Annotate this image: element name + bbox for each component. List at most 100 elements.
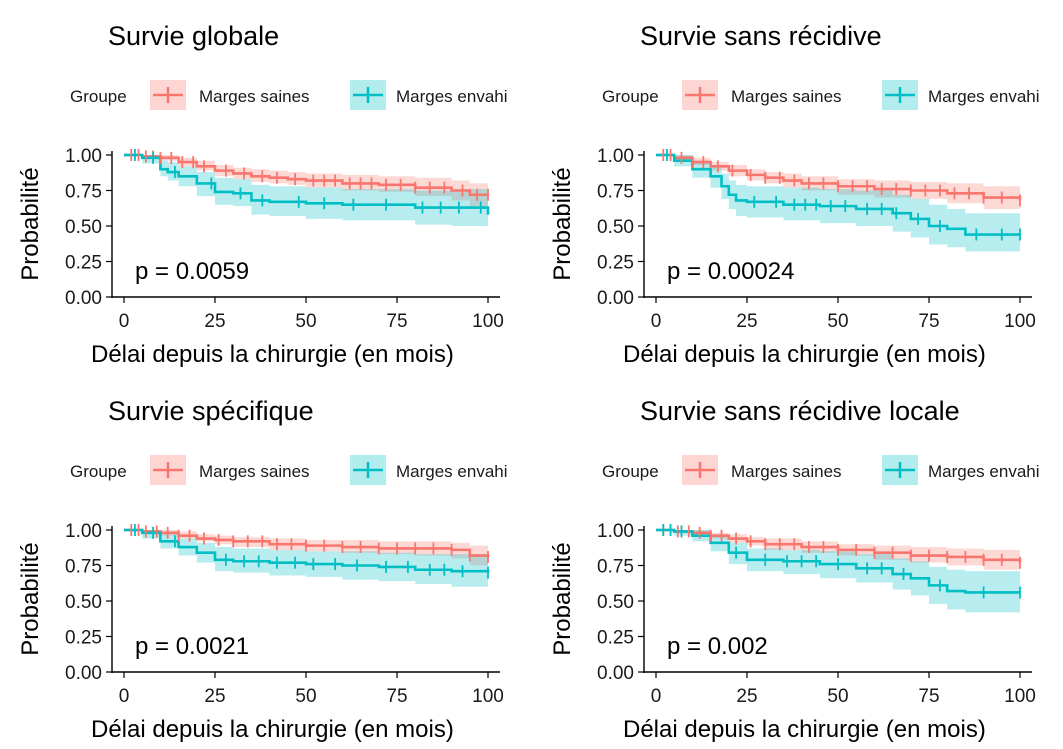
km-chart-survie-sans-recidive-locale: Survie sans récidive locale Groupe Marges … xyxy=(549,396,1040,743)
km-chart-survie-sans-recidive: Survie sans récidive Groupe Marges saines M… xyxy=(549,21,1040,368)
legend: Groupe Marges saines Marges envahi xyxy=(70,455,508,485)
x-tick-label: 75 xyxy=(918,686,939,707)
x-tick-label: 0 xyxy=(651,686,662,707)
chart-title: Survie globale xyxy=(108,21,279,51)
y-tick-label: 0.00 xyxy=(65,288,102,309)
legend-key-1 xyxy=(882,455,918,485)
y-tick-label: 0.75 xyxy=(597,557,634,578)
survival-curve-1 xyxy=(656,153,1020,236)
y-axis-label: Probabilité xyxy=(17,167,44,280)
censor-marks-0 xyxy=(130,149,489,201)
legend-title: Groupe xyxy=(70,87,127,106)
chart-title: Survie sans récidive xyxy=(640,21,882,51)
y-tick-label: 1.00 xyxy=(65,521,102,542)
x-tick-label: 100 xyxy=(472,311,504,332)
censor-marks-1 xyxy=(666,149,1021,241)
y-tick-label: 0.75 xyxy=(65,557,102,578)
survival-curve-1 xyxy=(124,528,490,573)
y-tick-label: 0.00 xyxy=(597,663,634,684)
confidence-band-1 xyxy=(124,155,488,235)
p-value-annotation: p = 0.002 xyxy=(667,633,768,660)
x-axis-label: Délai depuis la chirurgie (en mois) xyxy=(623,716,986,743)
survival-curve-1 xyxy=(656,528,1020,594)
censor-marks-1 xyxy=(134,149,482,214)
y-tick-label: 0.50 xyxy=(65,217,102,238)
confidence-band-1 xyxy=(124,530,488,590)
y-tick-label: 0.25 xyxy=(65,253,102,274)
x-tick-label: 50 xyxy=(295,311,316,332)
y-tick-label: 0.00 xyxy=(65,663,102,684)
legend-title: Groupe xyxy=(602,462,659,481)
legend-entry-1: Marges envahi xyxy=(396,87,508,106)
y-tick-label: 0.75 xyxy=(597,182,634,203)
x-tick-label: 25 xyxy=(204,686,225,707)
survival-curve-1 xyxy=(124,153,490,215)
x-tick-label: 50 xyxy=(827,686,848,707)
legend-entry-1: Marges envahi xyxy=(928,462,1040,481)
y-tick-label: 0.25 xyxy=(65,628,102,649)
x-tick-label: 0 xyxy=(651,311,662,332)
legend-key-0 xyxy=(150,455,186,485)
panel-survie-sans-recidive: Survie sans récidive Groupe Marges saines M… xyxy=(532,0,1063,374)
panel-survie-sans-recidive-locale: Survie sans récidive locale Groupe Marges … xyxy=(532,375,1063,749)
y-tick-label: 0.50 xyxy=(597,592,634,613)
x-axis-label: Délai depuis la chirurgie (en mois) xyxy=(623,341,986,368)
y-tick-label: 0.00 xyxy=(597,288,634,309)
x-tick-label: 50 xyxy=(827,311,848,332)
legend-entry-0: Marges saines xyxy=(731,462,842,481)
x-tick-label: 100 xyxy=(472,686,504,707)
legend: Groupe Marges saines Marges envahi xyxy=(602,80,1040,110)
y-tick-label: 0.25 xyxy=(597,253,634,274)
legend-key-1 xyxy=(350,80,386,110)
legend-entry-0: Marges saines xyxy=(199,87,310,106)
km-chart-survie-globale: Survie globale Groupe Marges saines Marges … xyxy=(17,21,508,368)
legend-key-0 xyxy=(150,80,186,110)
chart-title: Survie sans récidive locale xyxy=(640,396,960,426)
x-tick-label: 100 xyxy=(1004,311,1036,332)
censor-marks-0 xyxy=(662,149,1021,207)
x-axis-label: Délai depuis la chirurgie (en mois) xyxy=(91,716,454,743)
y-tick-label: 1.00 xyxy=(65,146,102,167)
legend-entry-1: Marges envahi xyxy=(928,87,1040,106)
legend: Groupe Marges saines Marges envahi xyxy=(70,80,508,110)
legend-key-1 xyxy=(882,80,918,110)
censor-marks-0 xyxy=(130,524,489,563)
x-tick-label: 25 xyxy=(736,686,757,707)
x-tick-label: 75 xyxy=(386,686,407,707)
km-chart-survie-specifique: Survie spécifique Groupe Marges saines Marg… xyxy=(17,396,508,743)
y-tick-label: 0.50 xyxy=(597,217,634,238)
y-tick-label: 0.75 xyxy=(65,182,102,203)
p-value-annotation: p = 0.0059 xyxy=(135,258,249,285)
legend-key-0 xyxy=(682,80,718,110)
censor-marks-1 xyxy=(662,524,1021,599)
y-axis-label: Probabilité xyxy=(17,542,44,655)
panel-survie-specifique: Survie spécifique Groupe Marges saines Marg… xyxy=(0,375,531,749)
x-tick-label: 75 xyxy=(918,311,939,332)
y-axis-label: Probabilité xyxy=(549,542,576,655)
legend-entry-0: Marges saines xyxy=(199,462,310,481)
y-tick-label: 1.00 xyxy=(597,521,634,542)
x-axis-label: Délai depuis la chirurgie (en mois) xyxy=(91,341,454,368)
survival-curve-0 xyxy=(656,153,1022,201)
chart-title: Survie spécifique xyxy=(108,396,314,426)
x-tick-label: 50 xyxy=(295,686,316,707)
x-tick-label: 75 xyxy=(386,311,407,332)
x-tick-label: 25 xyxy=(204,311,225,332)
censor-marks-1 xyxy=(134,524,489,579)
y-tick-label: 0.25 xyxy=(597,628,634,649)
x-tick-label: 0 xyxy=(119,311,130,332)
x-tick-label: 25 xyxy=(736,311,757,332)
panel-survie-globale: Survie globale Groupe Marges saines Marges … xyxy=(0,0,531,374)
y-tick-label: 1.00 xyxy=(597,146,634,167)
x-tick-label: 0 xyxy=(119,686,130,707)
legend-entry-0: Marges saines xyxy=(731,87,842,106)
legend-entry-1: Marges envahi xyxy=(396,462,508,481)
legend-key-1 xyxy=(350,455,386,485)
y-tick-label: 0.50 xyxy=(65,592,102,613)
p-value-annotation: p = 0.00024 xyxy=(667,258,794,285)
legend-key-0 xyxy=(682,455,718,485)
p-value-annotation: p = 0.0021 xyxy=(135,633,249,660)
x-tick-label: 100 xyxy=(1004,686,1036,707)
legend: Groupe Marges saines Marges envahi xyxy=(602,455,1040,485)
